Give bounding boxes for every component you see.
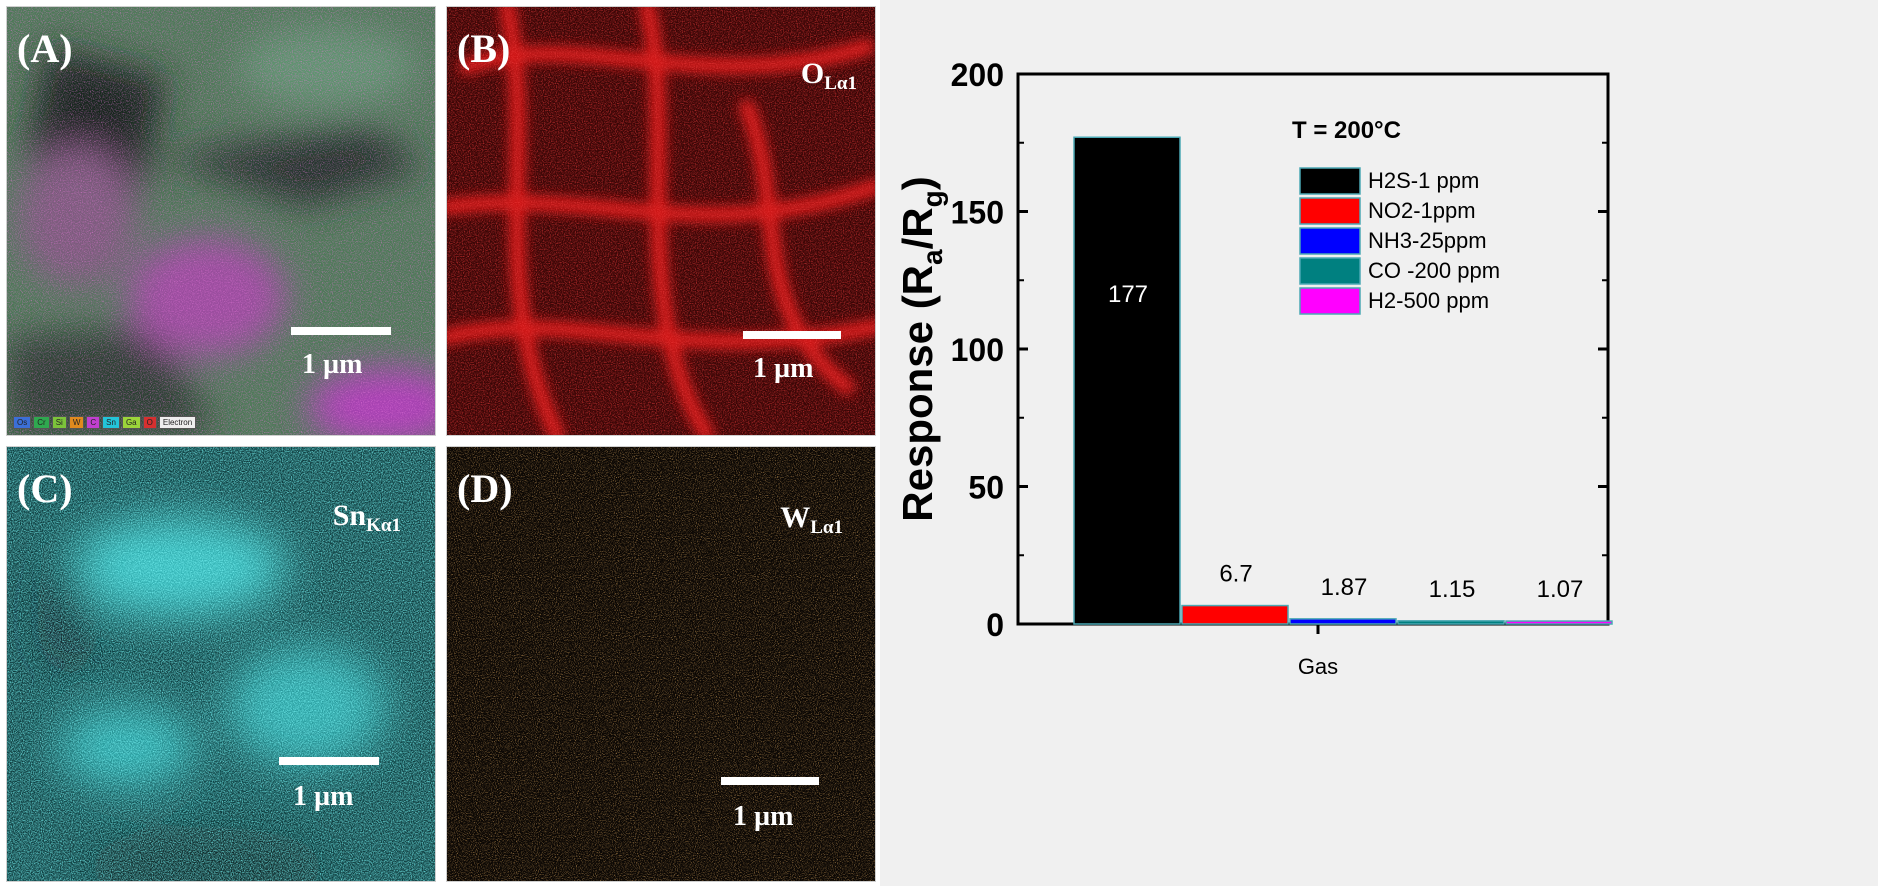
scale-bar-label: 1 µm (733, 801, 794, 832)
element-chip: Si (51, 416, 67, 429)
eds-composite-map: (A) 1 µm Os Cr Si W C Sn Ga O Electron (6, 6, 436, 436)
bar-co-200-ppm (1397, 620, 1505, 625)
bar-value-label: 1.87 (1321, 574, 1368, 601)
element-label-tin: SnKα1 (332, 499, 401, 536)
panel-label-d: (D) (457, 466, 513, 511)
panel-label-c: (C) (17, 466, 73, 511)
legend-swatch (1299, 167, 1361, 195)
element-chip: W (68, 416, 85, 429)
composite-map-image (7, 7, 435, 435)
legend-entry: NH3-25ppm (1368, 228, 1487, 253)
y-tick-label: 0 (986, 607, 1004, 643)
element-chip: O (142, 416, 157, 429)
element-chip: C (86, 416, 101, 429)
legend-swatch (1299, 287, 1361, 315)
legend-swatch (1299, 257, 1361, 285)
y-tick-label: 200 (951, 57, 1004, 93)
eds-oxygen-map: (B) OLα1 1 µm (446, 6, 876, 436)
scale-bar (279, 757, 379, 765)
eds-tungsten-map: (D) WLα1 1 µm (446, 446, 876, 882)
element-label-tungsten: WLα1 (780, 501, 843, 538)
bar-h2-500-ppm (1505, 620, 1613, 625)
scale-bar-label: 1 µm (293, 781, 354, 812)
legend-entry: NO2-1ppm (1368, 198, 1476, 223)
y-tick-label: 50 (968, 470, 1004, 506)
x-axis-label: Gas (1298, 654, 1338, 679)
tin-map-image (7, 447, 435, 881)
scale-bar (721, 777, 819, 785)
element-chip: Ga (121, 416, 141, 429)
panel-label-b: (B) (457, 26, 511, 71)
bar-value-label: 1.15 (1429, 576, 1476, 603)
chart-canvas: 0 50 100 150 200 177 6.7 1.87 1.15 1.07 Gas Respons… (894, 57, 1613, 679)
bar-nh3-25ppm (1289, 618, 1397, 625)
scale-bar-label: 1 µm (753, 353, 814, 384)
element-label-oxygen: OLα1 (800, 57, 857, 94)
element-chip: Os (13, 416, 32, 429)
element-chip: Sn (102, 416, 120, 429)
legend-entry: CO -200 ppm (1368, 258, 1500, 283)
panel-label-a: (A) (17, 26, 73, 71)
element-chip: Cr (33, 416, 50, 429)
legend-entry: H2S-1 ppm (1368, 168, 1479, 193)
eds-tin-map: (C) SnKα1 1 µm (6, 446, 436, 882)
oxygen-map-image (447, 7, 875, 435)
bar-no2-1ppm (1181, 604, 1289, 625)
temperature-annotation: T = 200°C (1292, 117, 1401, 144)
bar-value-label: 177 (1108, 281, 1148, 308)
legend-entry: H2-500 ppm (1368, 288, 1489, 313)
gas-response-chart: 0 50 100 150 200 177 6.7 1.87 1.15 1.07 Gas Respons… (880, 0, 1878, 886)
scale-bar (743, 331, 841, 339)
tungsten-map-image (447, 447, 875, 881)
scale-bar (291, 327, 391, 335)
bar-value-label: 6.7 (1219, 561, 1252, 588)
y-tick-label: 150 (951, 195, 1004, 231)
element-legend-strip: Os Cr Si W C Sn Ga O Electron (13, 416, 197, 429)
y-axis-label: Response (Ra/Rg) (894, 176, 948, 521)
legend-swatch (1299, 197, 1361, 225)
bar-value-label: 1.07 (1537, 576, 1584, 603)
scale-bar-label: 1 µm (302, 349, 363, 380)
element-chip: Electron (158, 416, 197, 429)
bar-h2s-1-ppm (1073, 136, 1181, 625)
legend-swatch (1299, 227, 1361, 255)
y-tick-label: 100 (951, 332, 1004, 368)
